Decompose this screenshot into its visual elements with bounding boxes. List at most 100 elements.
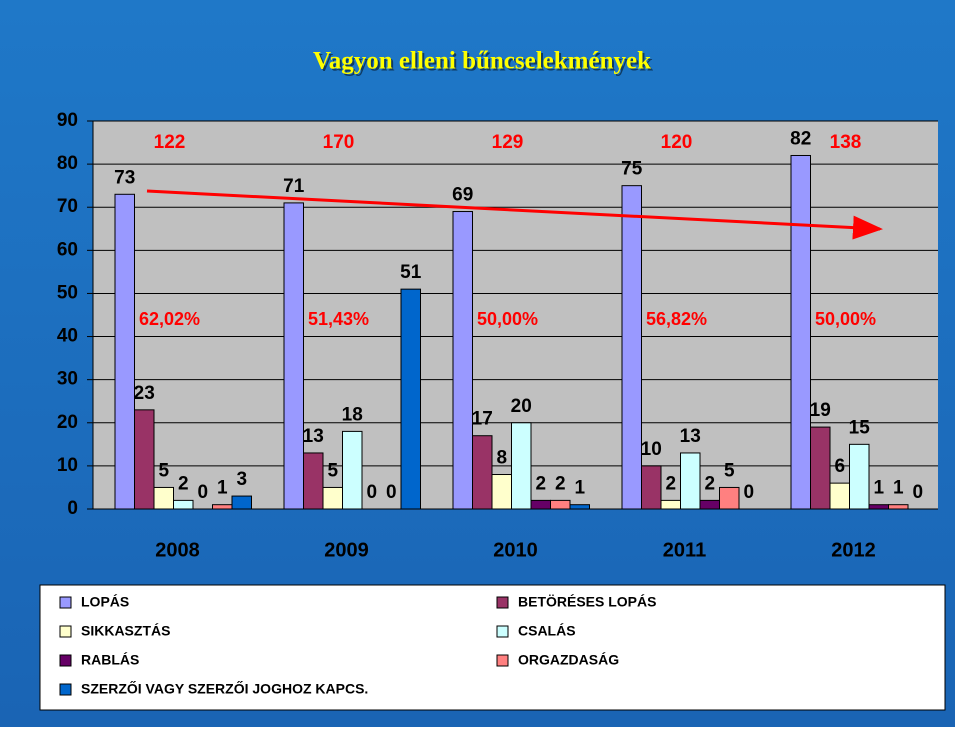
chart-title: Vagyon elleni bűncselekmények: [313, 48, 651, 75]
bar: [153, 486, 174, 510]
data-label: 8: [496, 448, 507, 469]
bar: [888, 504, 909, 510]
data-label: 82: [790, 129, 811, 150]
bar: [849, 443, 870, 510]
data-label: 75: [621, 159, 643, 180]
legend-label: BETÖRÉSES LOPÁS: [518, 594, 656, 610]
x-tick-label: 2012: [831, 539, 876, 561]
data-label: 51: [400, 262, 422, 283]
bar: [342, 430, 363, 510]
y-tick-label: 40: [57, 326, 78, 347]
data-label: 6: [834, 456, 845, 477]
bar: [699, 499, 720, 510]
percentage-label: 56,82%: [646, 309, 707, 329]
percentage-label: 62,02%: [139, 309, 200, 329]
total-label: 129: [492, 132, 524, 153]
total-label: 170: [323, 132, 355, 153]
percentage-label: 50,00%: [815, 309, 876, 329]
bar: [810, 426, 831, 510]
data-label: 69: [452, 185, 473, 206]
data-label: 19: [810, 400, 831, 421]
bar: [569, 504, 590, 510]
bar: [719, 486, 740, 510]
data-label: 1: [574, 478, 585, 499]
bar: [452, 211, 473, 510]
data-label: 3: [236, 469, 247, 490]
data-label: 1: [893, 478, 904, 499]
percentage-label: 51,43%: [308, 309, 369, 329]
data-label: 13: [680, 426, 701, 447]
data-label: 17: [472, 409, 493, 430]
bar: [322, 486, 343, 510]
data-label: 1: [217, 478, 228, 499]
chart-title-shadow: Vagyon elleni bűncselekmények: [315, 50, 653, 77]
data-label: 5: [724, 460, 735, 481]
data-label: 20: [511, 396, 532, 417]
bar: [680, 452, 701, 510]
bar: [134, 409, 155, 510]
data-label: 2: [555, 473, 566, 494]
bar: [530, 499, 551, 510]
bar: [114, 193, 135, 510]
total-label: 122: [154, 132, 186, 153]
data-label: 15: [849, 417, 871, 438]
bar: [303, 452, 324, 510]
data-label: 18: [342, 404, 363, 425]
legend-swatch: [59, 625, 72, 638]
data-label: 2: [704, 473, 715, 494]
y-tick-label: 10: [57, 455, 78, 476]
bar: [550, 499, 571, 510]
data-label: 23: [134, 383, 155, 404]
bars: [114, 154, 909, 510]
bar: [283, 202, 304, 510]
bar: [868, 504, 889, 510]
x-tick-label: 2011: [663, 539, 706, 561]
y-tick-label: 50: [57, 282, 78, 303]
bar: [231, 495, 252, 510]
data-label: 73: [114, 167, 135, 188]
trend-arrow: [146, 189, 883, 240]
y-tick-label: 80: [57, 153, 78, 174]
legend-swatch: [496, 596, 509, 609]
legend-swatch: [59, 596, 72, 609]
x-tick-label: 2008: [155, 539, 200, 561]
bar: [472, 435, 493, 510]
y-tick-label: 70: [57, 196, 78, 217]
y-tick-label: 0: [67, 498, 78, 519]
data-label: 0: [366, 482, 377, 503]
data-label: 0: [386, 482, 397, 503]
legend-label: CSALÁS: [518, 623, 576, 639]
data-label: 5: [327, 460, 338, 481]
legend-label: RABLÁS: [81, 652, 139, 668]
data-label: 2: [178, 473, 189, 494]
legend: [39, 584, 946, 711]
data-label: 0: [912, 482, 923, 503]
bar: [173, 499, 194, 510]
legend-swatch: [496, 654, 509, 667]
total-label: 120: [661, 132, 693, 153]
x-tick-label: 2009: [324, 539, 369, 561]
total-label: 138: [830, 132, 862, 153]
data-label: 1: [873, 478, 884, 499]
legend-swatch: [496, 625, 509, 638]
bar: [790, 154, 811, 510]
bar: [660, 499, 681, 510]
legend-label: SZERZŐI VAGY SZERZŐI JOGHOZ KAPCS.: [81, 680, 368, 697]
y-tick-label: 60: [57, 239, 78, 260]
percentage-label: 50,00%: [477, 309, 538, 329]
bar: [829, 482, 850, 510]
bar: [400, 288, 421, 510]
legend-label: SIKKASZTÁS: [81, 623, 170, 639]
data-label: 13: [303, 426, 324, 447]
data-label: 2: [665, 473, 676, 494]
y-tick-label: 30: [57, 369, 78, 390]
legend-swatch: [59, 683, 72, 696]
legend-label: LOPÁS: [81, 594, 129, 610]
bar: [511, 422, 532, 510]
bar: [491, 474, 512, 510]
legend-swatch: [59, 654, 72, 667]
x-tick-label: 2010: [493, 539, 538, 561]
bar: [641, 465, 662, 510]
data-label: 2: [535, 473, 546, 494]
